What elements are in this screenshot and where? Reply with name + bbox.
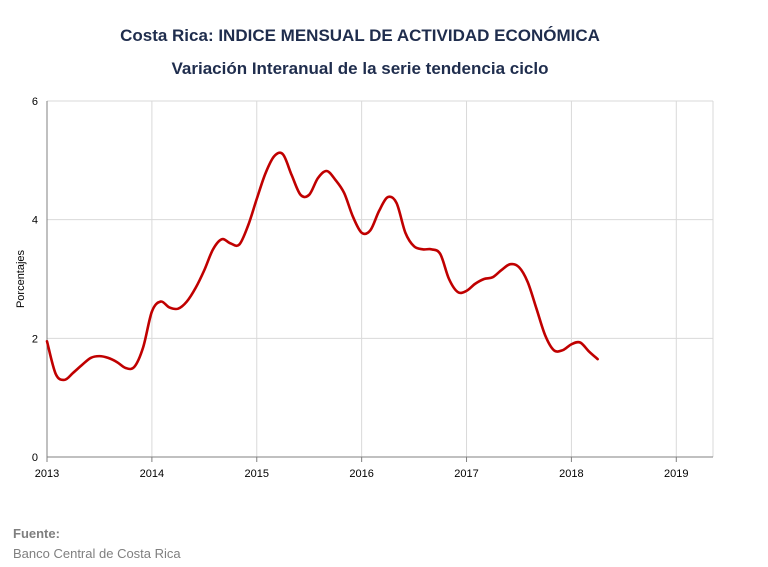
chart-title: Costa Rica: INDICE MENSUAL DE ACTIVIDAD … <box>120 26 600 45</box>
series-group <box>45 151 599 382</box>
y-tick-label: 4 <box>32 215 38 227</box>
x-tick-label: 2015 <box>245 468 269 480</box>
x-tick-labels: 2013 2014 2015 2016 2017 2018 2019 <box>35 468 689 480</box>
source-value: Banco Central de Costa Rica <box>13 546 181 561</box>
x-tick-label: 2016 <box>349 468 373 480</box>
y-tick-label: 0 <box>32 452 38 464</box>
axes <box>46 101 713 462</box>
grid <box>47 100 714 457</box>
x-tick-label: 2013 <box>35 468 59 480</box>
series-line <box>45 151 599 382</box>
y-tick-label: 6 <box>32 96 38 108</box>
y-tick-label: 2 <box>32 333 38 345</box>
x-tick-label: 2017 <box>454 468 478 480</box>
x-tick-label: 2014 <box>140 468 164 480</box>
chart-subtitle: Variación Interanual de la serie tendenc… <box>171 59 549 78</box>
y-axis-label: Porcentajes <box>15 249 27 308</box>
source-label: Fuente: <box>13 526 60 541</box>
x-tick-label: 2018 <box>559 468 583 480</box>
x-tick-label: 2019 <box>664 468 688 480</box>
line-chart: 0 2 4 6 2013 2014 2015 2016 2017 2018 2019 Porcen… <box>15 96 714 480</box>
y-tick-labels: 0 2 4 6 <box>32 96 38 464</box>
